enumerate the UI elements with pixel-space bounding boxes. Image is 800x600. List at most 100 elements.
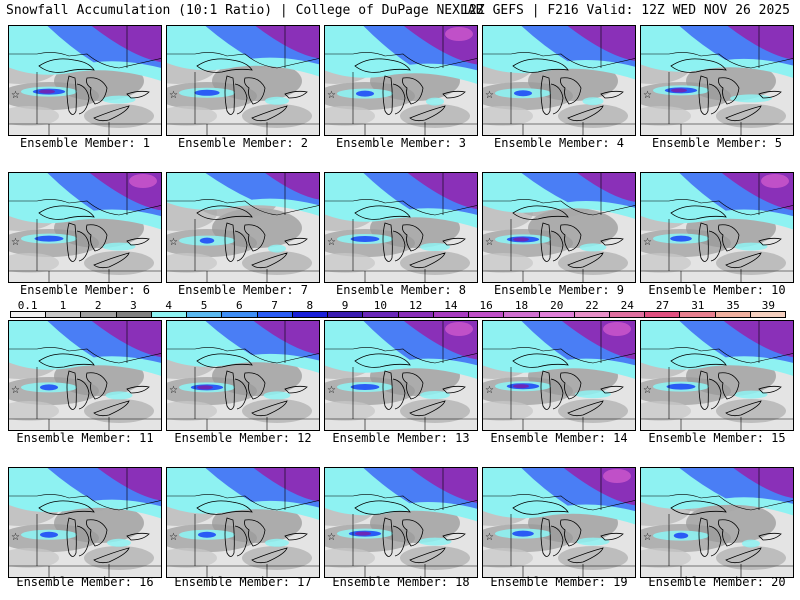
svg-text:☆: ☆ [169,237,178,248]
colorbar-swatch [81,312,117,317]
colorbar-swatch [539,312,575,317]
colorbar-swatch [680,312,716,317]
ensemble-map-panel: ☆ [8,172,162,283]
snowfall-map: ☆ [325,321,477,430]
ensemble-map-panel: ☆ [324,320,478,431]
colorbar-tick: 7 [271,299,278,312]
snowfall-map: ☆ [325,173,477,282]
colorbar-swatch [715,312,751,317]
ensemble-map-panel: ☆ [166,172,320,283]
colorbar-swatch [609,312,646,317]
ensemble-map-panel: ☆ [482,467,636,578]
snowfall-map: ☆ [9,26,161,135]
svg-text:☆: ☆ [327,237,336,248]
colorbar-swatch [645,312,681,317]
ensemble-member-label: Ensemble Member: 19 [490,575,628,589]
ensemble-member-label: Ensemble Member: 10 [648,283,786,297]
colorbar-swatch [46,312,82,317]
colorbar-swatch [363,312,399,317]
colorbar-swatch [257,312,293,317]
ensemble-member-label: Ensemble Member: 3 [335,136,467,150]
colorbar-tick: 20 [550,299,564,312]
ensemble-member-label: Ensemble Member: 20 [648,575,786,589]
colorbar-tick: 22 [585,299,599,312]
colorbar-tick-labels: 0.1 1 2 3 4 5 6 7 8 9 10 12 14 16 18 20 22 24 27 31 35 39 [10,299,786,312]
snowfall-map: ☆ [325,26,477,135]
snowfall-map: ☆ [641,26,793,135]
ensemble-map-panel: ☆ [324,467,478,578]
ensemble-member-label: Ensemble Member: 4 [493,136,625,150]
ensemble-member-label: Ensemble Member: 17 [174,575,312,589]
ensemble-map-panel: ☆ [640,25,794,136]
colorbar-tick: 39 [761,299,775,312]
svg-text:☆: ☆ [169,532,178,543]
colorbar-swatch [187,312,223,317]
colorbar-swatch [433,312,470,317]
svg-text:☆: ☆ [643,385,652,396]
snowfall-map: ☆ [325,468,477,577]
colorbar-swatch [328,312,364,317]
snowfall-map: ☆ [641,321,793,430]
colorbar-tick: 27 [655,299,670,312]
ensemble-map-panel: ☆ [8,467,162,578]
ensemble-member-label: Ensemble Member: 5 [651,136,783,150]
colorbar-tick: 6 [235,299,243,312]
svg-text:☆: ☆ [327,90,336,101]
svg-text:☆: ☆ [11,385,20,396]
snowfall-map: ☆ [483,321,635,430]
ensemble-member-label: Ensemble Member: 2 [177,136,309,150]
colorbar-swatch [222,312,258,317]
colorbar-tick: 3 [130,299,137,312]
ensemble-map-panel: ☆ [640,320,794,431]
svg-text:☆: ☆ [643,532,652,543]
svg-text:☆: ☆ [327,385,336,396]
colorbar-tick: 12 [409,299,423,312]
colorbar-swatch [116,312,152,317]
ensemble-member-label: Ensemble Member: 11 [16,431,154,445]
colorbar-tick: 31 [691,299,705,312]
snowfall-map: ☆ [483,468,635,577]
snowfall-map: ☆ [9,173,161,282]
svg-text:☆: ☆ [643,237,652,248]
svg-text:☆: ☆ [169,385,178,396]
colorbar-tick: 2 [94,299,102,312]
snowfall-map: ☆ [641,468,793,577]
colorbar-tick: 18 [514,299,529,312]
ensemble-map-panel: ☆ [166,25,320,136]
ensemble-member-label: Ensemble Member: 9 [493,283,625,297]
svg-text:☆: ☆ [485,237,494,248]
colorbar-tick: 4 [165,299,173,312]
colorbar-tick: 16 [479,299,493,312]
svg-text:☆: ☆ [485,90,494,101]
ensemble-map-panel: ☆ [640,172,794,283]
snowfall-map: ☆ [167,26,319,135]
ensemble-member-label: Ensemble Member: 6 [19,283,151,297]
snowfall-map: ☆ [9,468,161,577]
colorbar-tick: 14 [444,299,458,312]
ensemble-map-panel: ☆ [8,25,162,136]
colorbar-tick: 9 [341,299,349,312]
colorbar-tick: 35 [726,299,740,312]
colorbar-tick: 10 [373,299,387,312]
ensemble-member-label: Ensemble Member: 8 [335,283,467,297]
ensemble-map-panel: ☆ [166,467,320,578]
ensemble-member-label: Ensemble Member: 1 [19,136,151,150]
colorbar-swatch [11,312,47,317]
svg-text:☆: ☆ [485,532,494,543]
ensemble-member-label: Ensemble Member: 15 [648,431,786,445]
ensemble-map-panel: ☆ [640,467,794,578]
colorbar-tick: 8 [306,299,314,312]
ensemble-map-panel: ☆ [482,25,636,136]
snowfall-map: ☆ [641,173,793,282]
colorbar-swatch [469,312,505,317]
colorbar-swatch [151,312,188,317]
ensemble-map-panel: ☆ [8,320,162,431]
snowfall-map: ☆ [167,173,319,282]
ensemble-member-label: Ensemble Member: 18 [332,575,470,589]
svg-text:☆: ☆ [11,90,20,101]
colorbar-swatch [750,312,786,317]
svg-text:☆: ☆ [327,532,336,543]
svg-text:☆: ☆ [11,532,20,543]
colorbar-tick: 0.1 [17,299,38,312]
run-valid-info: 12Z GEFS | F216 Valid: 12Z WED NOV 26 20… [461,3,790,18]
